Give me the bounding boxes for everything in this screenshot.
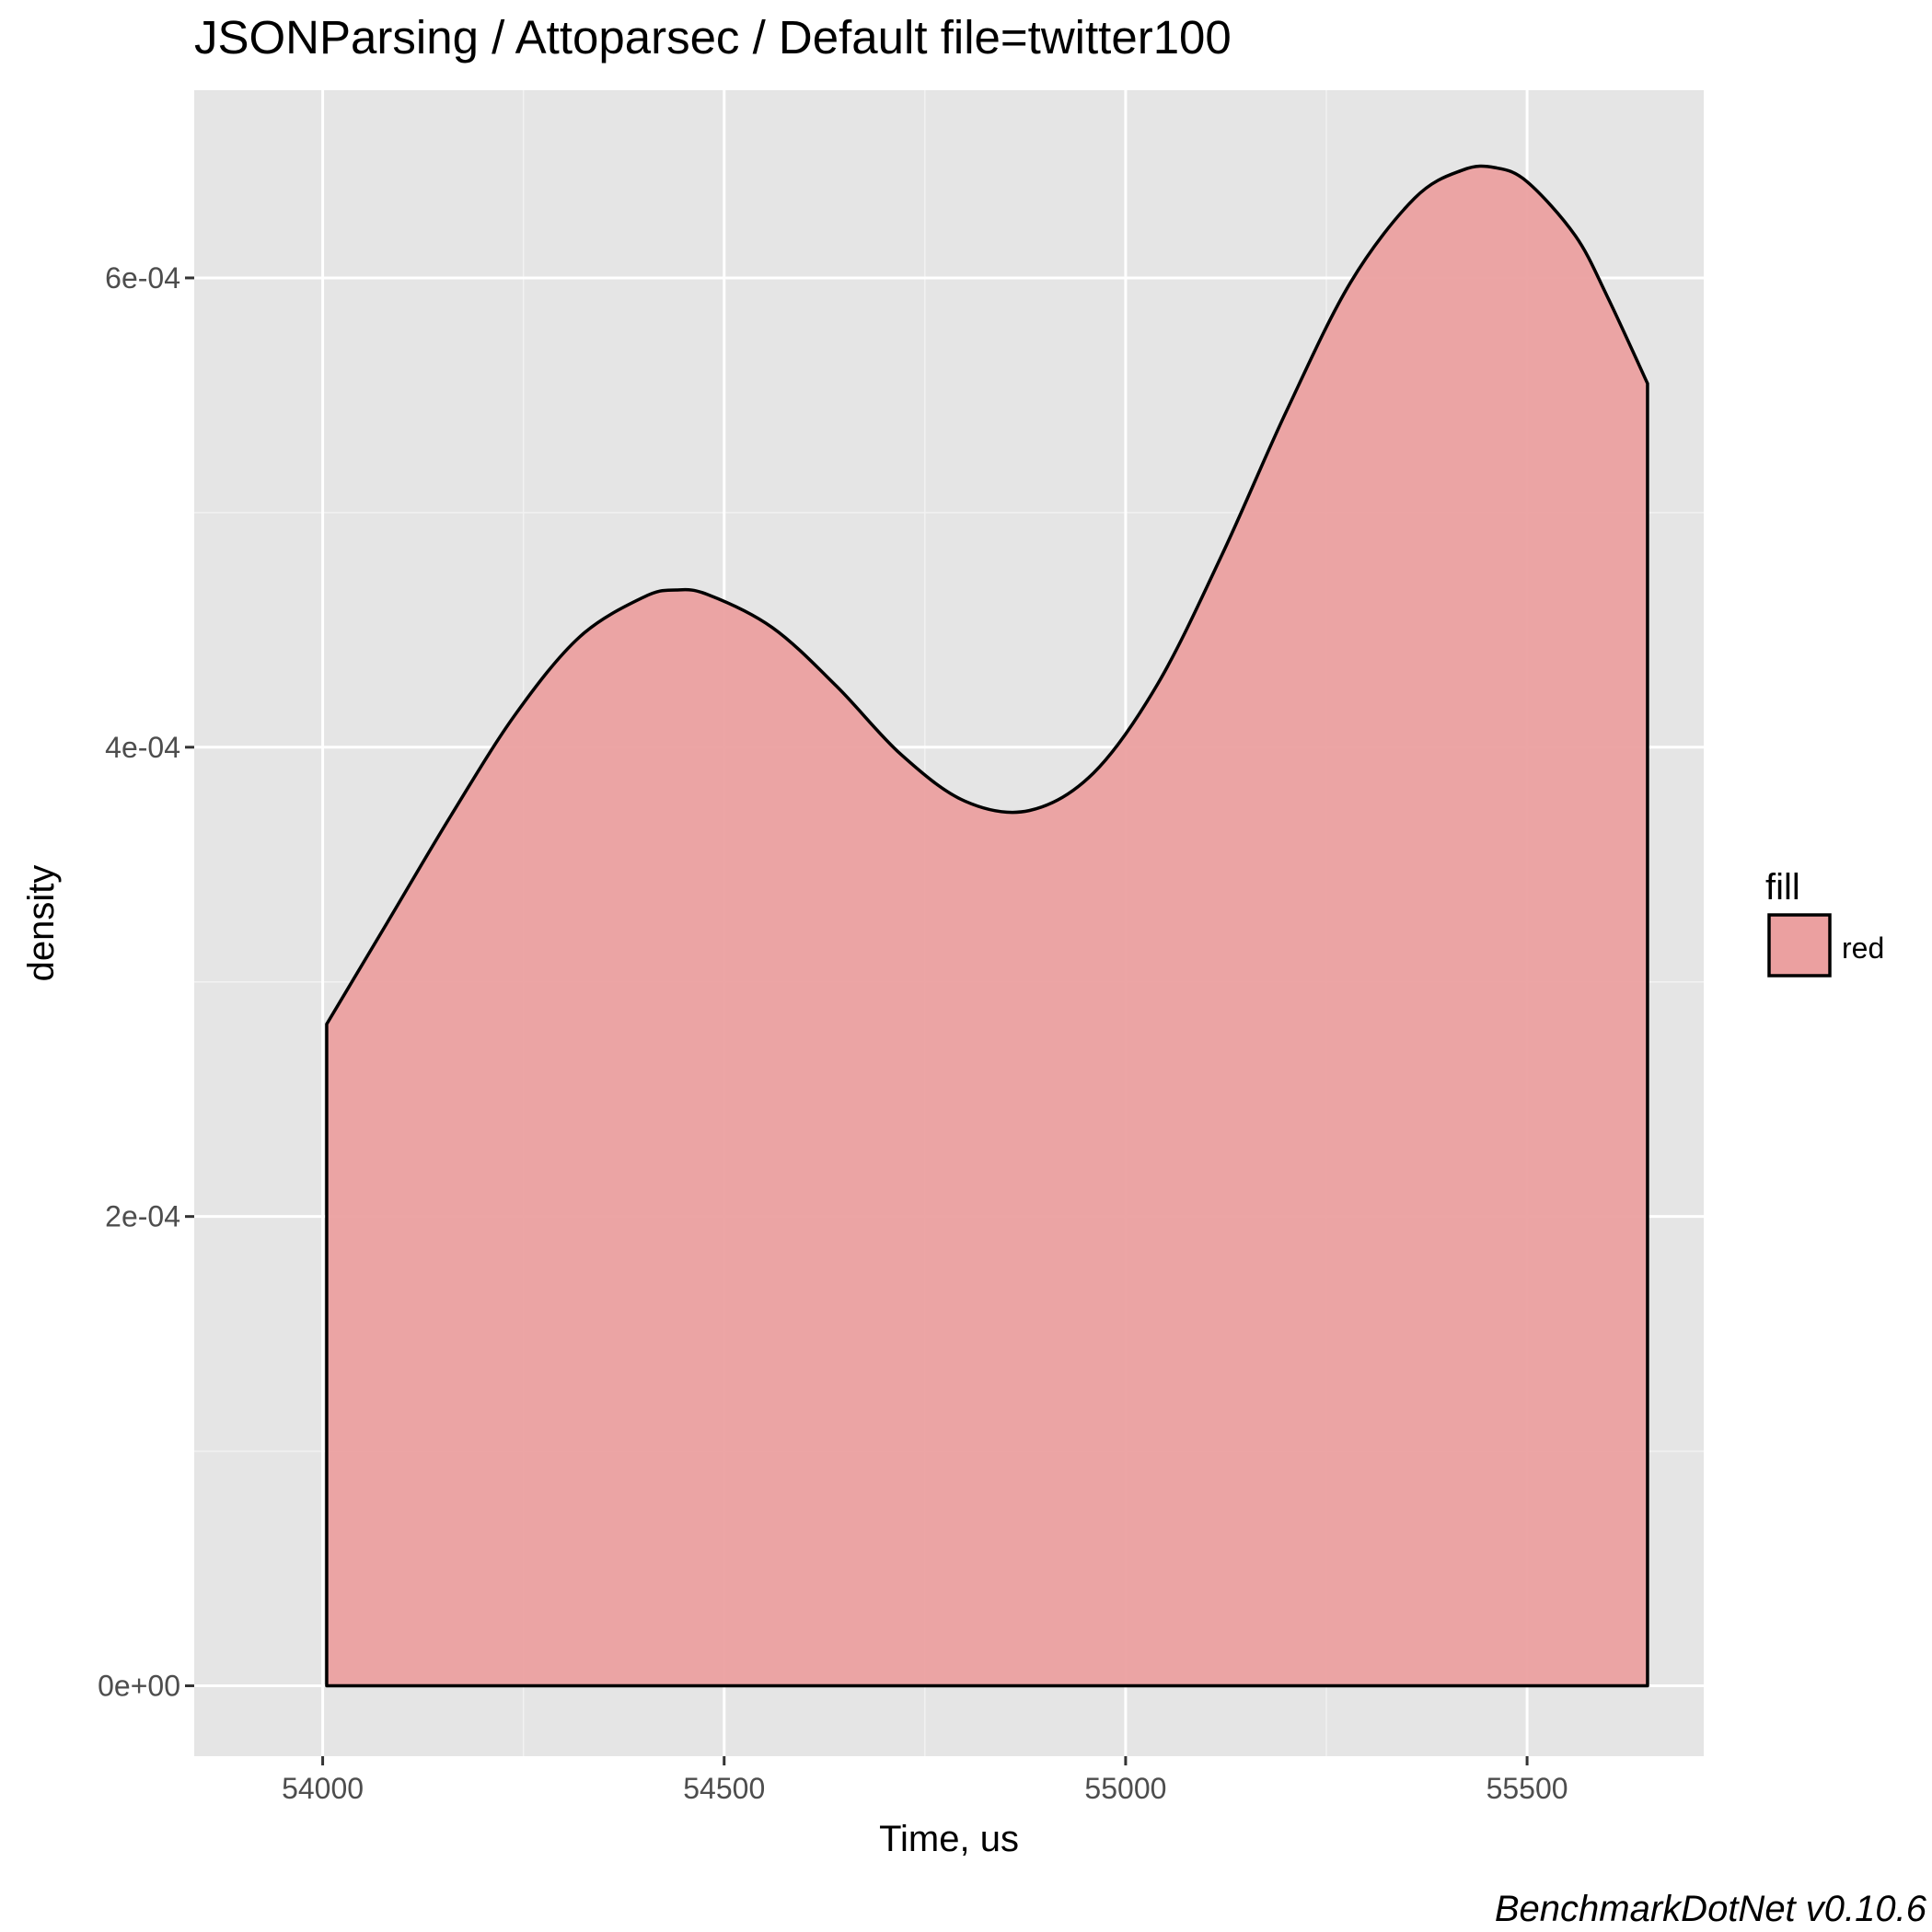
y-tick-label: 6e-04 [105, 261, 180, 295]
legend-label-red: red [1842, 931, 1884, 965]
axes: 54000 54500 55000 55500 0e+00 2e-04 4e-04 6e-04 [98, 261, 1568, 1805]
chart-title: JSONParsing / Attoparsec / Default file=… [194, 11, 1232, 64]
x-tick-label: 55000 [1084, 1772, 1166, 1805]
y-tick-label: 2e-04 [105, 1200, 180, 1233]
x-tick-label: 54000 [282, 1772, 364, 1805]
density-area [325, 164, 1649, 1688]
legend: fill red [1765, 867, 1884, 978]
y-axis-title: density [21, 865, 62, 982]
x-axis-title: Time, us [879, 1819, 1019, 1859]
x-tick-label: 54500 [683, 1772, 765, 1805]
legend-key-swatch [1767, 913, 1832, 978]
density-curve-red [325, 164, 1649, 1688]
legend-title: fill [1765, 867, 1800, 908]
y-tick-label: 4e-04 [105, 731, 180, 764]
x-tick-label: 55500 [1487, 1772, 1568, 1805]
chart-caption: BenchmarkDotNet v0.10.6 [1495, 1889, 1927, 1929]
y-tick-label: 0e+00 [98, 1670, 180, 1703]
